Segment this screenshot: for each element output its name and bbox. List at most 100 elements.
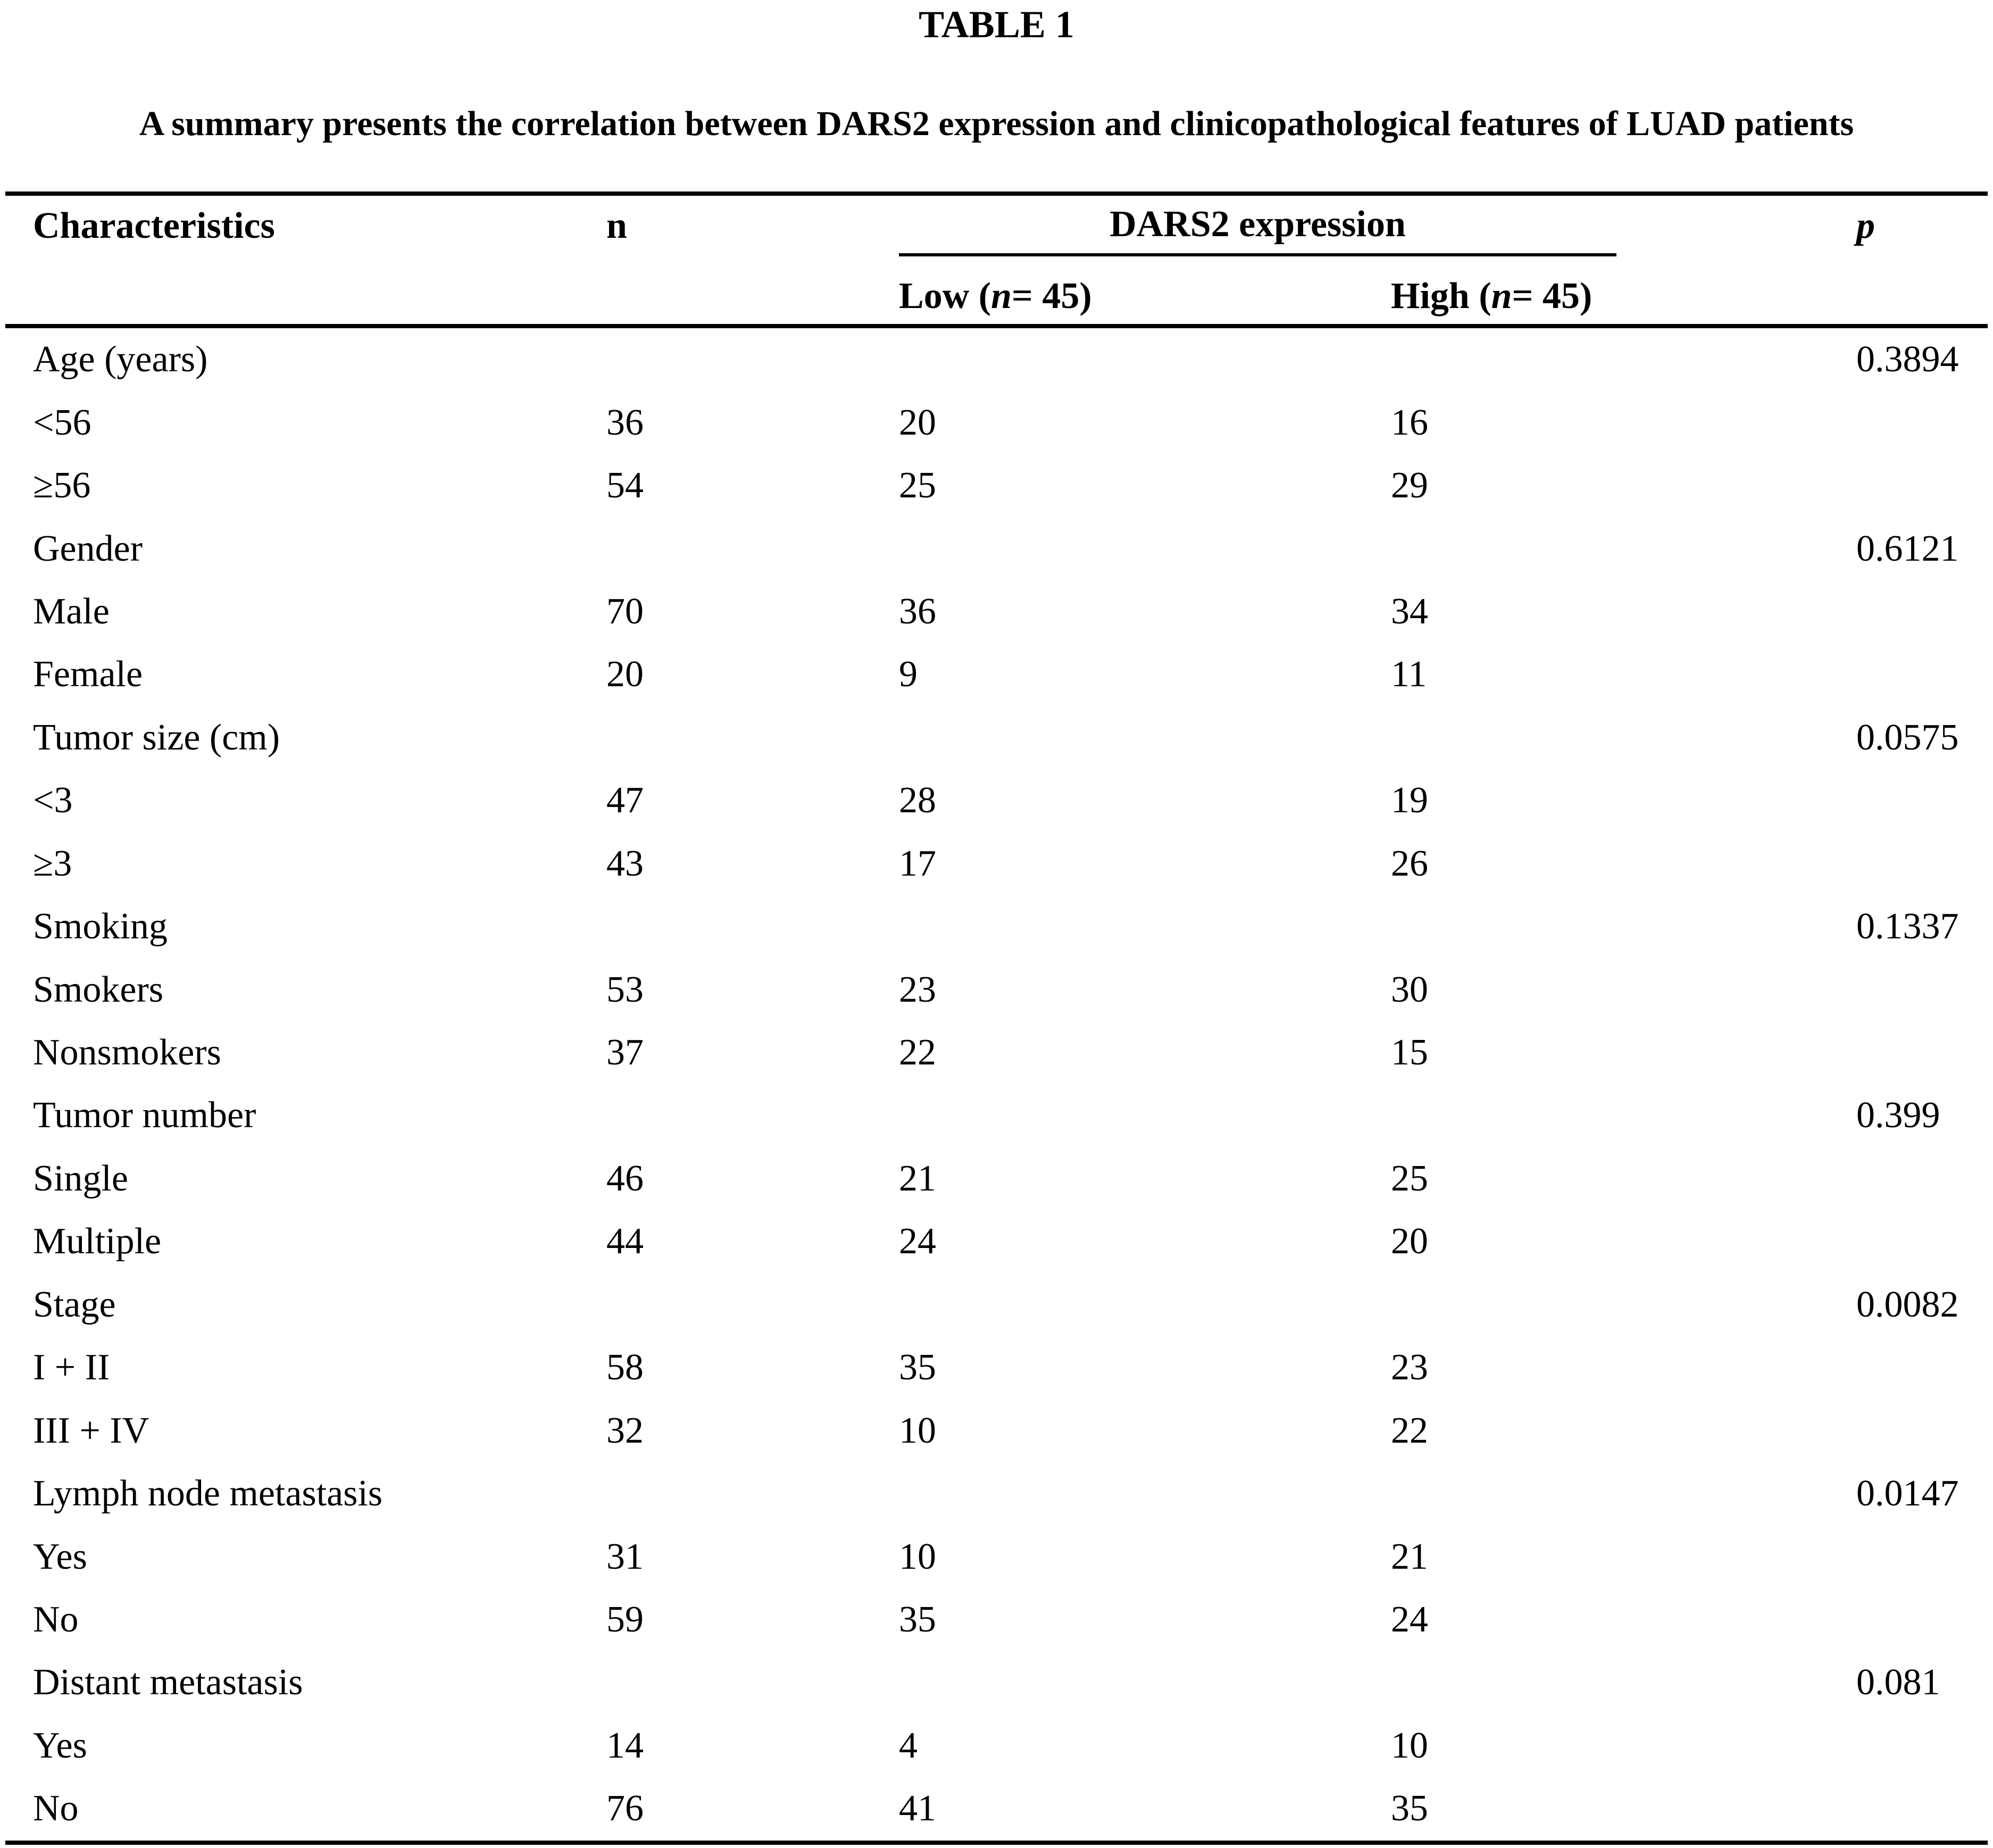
header-dars2-group: DARS2 expression — [899, 196, 1856, 256]
cell-n-total: 44 — [606, 1221, 644, 1262]
table-row: Smoking 0.1337 — [5, 895, 1988, 958]
cell-low-expression: 24 — [899, 1221, 936, 1262]
cell-n-total: 37 — [606, 1032, 644, 1073]
header-high-suffix: = 45) — [1512, 275, 1592, 317]
row-label: No — [33, 1788, 79, 1829]
cell-p-value: 0.6121 — [1856, 528, 1959, 569]
cell-high-expression: 19 — [1391, 780, 1428, 821]
table-row: Age (years) 0.3894 — [5, 328, 1988, 391]
table-row: ≥56 54 25 29 — [5, 454, 1988, 517]
row-label: Multiple — [33, 1221, 162, 1262]
cell-n-total: 47 — [606, 780, 644, 821]
row-label: Smoking — [33, 906, 168, 947]
cell-low-expression: 10 — [899, 1410, 936, 1451]
cell-low-expression: 35 — [899, 1599, 936, 1640]
row-label: III + IV — [33, 1410, 149, 1451]
cell-low-expression — [899, 1462, 1391, 1525]
cell-p-value — [1856, 1399, 1988, 1462]
header-low-group: Low (n = 45) — [899, 256, 1391, 324]
row-label: Tumor number — [33, 1095, 256, 1136]
cell-low-expression: 25 — [899, 465, 936, 506]
cell-low-expression — [899, 895, 1391, 958]
row-label: Tumor size (cm) — [33, 717, 280, 758]
header-characteristics: Characteristics — [33, 205, 275, 246]
cell-p-value — [1856, 580, 1988, 643]
table-row: Male 70 36 34 — [5, 580, 1988, 643]
cell-n-total: 53 — [606, 969, 644, 1010]
cell-p-value — [1856, 958, 1988, 1021]
cell-low-expression — [899, 517, 1391, 580]
table-row: Distant metastasis 0.081 — [5, 1651, 1988, 1714]
cell-low-expression: 23 — [899, 969, 936, 1010]
cell-high-expression: 26 — [1391, 843, 1428, 884]
table-caption: A summary presents the correlation betwe… — [139, 104, 1854, 143]
cell-high-expression — [1391, 328, 1856, 391]
row-label: <3 — [33, 780, 73, 821]
row-label: Single — [33, 1158, 128, 1199]
cell-low-expression — [899, 328, 1391, 391]
cell-p-value — [1856, 769, 1988, 832]
cell-low-expression: 35 — [899, 1347, 936, 1388]
table-row: III + IV 32 10 22 — [5, 1399, 1988, 1462]
row-label: Gender — [33, 528, 143, 569]
cell-n-total — [606, 1462, 899, 1525]
cell-p-value — [1856, 391, 1988, 454]
header-low-prefix: Low ( — [899, 275, 991, 317]
row-label: Stage — [33, 1284, 116, 1325]
table-row: Nonsmokers 37 22 15 — [5, 1021, 1988, 1084]
table-row: I + II 58 35 23 — [5, 1336, 1988, 1399]
cell-p-value — [1856, 833, 1988, 895]
cell-p-value — [1856, 1525, 1988, 1588]
row-label: Distant metastasis — [33, 1662, 303, 1703]
table-body: Age (years) 0.3894 <56 36 20 16 ≥56 54 2… — [5, 328, 1988, 1841]
cell-n-total — [606, 1084, 899, 1147]
cell-high-expression — [1391, 1273, 1856, 1336]
cell-high-expression: 22 — [1391, 1410, 1428, 1451]
cell-n-total: 43 — [606, 843, 644, 884]
table-row: No 59 35 24 — [5, 1588, 1988, 1651]
table-row: Yes 31 10 21 — [5, 1525, 1988, 1588]
cell-p-value — [1856, 1021, 1988, 1084]
cell-p-value: 0.1337 — [1856, 906, 1959, 947]
header-high-group: High (n = 45) — [1391, 256, 1856, 324]
table-header-row-1: Characteristics n DARS2 expression p — [5, 196, 1988, 256]
cell-low-expression: 9 — [899, 654, 918, 695]
cell-n-total — [606, 328, 899, 391]
cell-p-value: 0.0082 — [1856, 1284, 1959, 1325]
cell-p-value — [1856, 1588, 1988, 1651]
table-row: <56 36 20 16 — [5, 391, 1988, 454]
cell-n-total: 32 — [606, 1410, 644, 1451]
cell-high-expression: 25 — [1391, 1158, 1428, 1199]
table-header-row-2: Low (n = 45) High (n = 45) — [5, 256, 1988, 328]
header-spacer-p — [1856, 256, 1988, 324]
row-label: Lymph node metastasis — [33, 1473, 383, 1514]
cell-high-expression — [1391, 895, 1856, 958]
header-p-value: p — [1856, 205, 1875, 246]
header-high-n-symbol: n — [1491, 275, 1512, 317]
table-row: Tumor number 0.399 — [5, 1084, 1988, 1147]
cell-high-expression: 16 — [1391, 402, 1428, 443]
cell-low-expression: 36 — [899, 590, 936, 632]
cell-n-total: 20 — [606, 654, 644, 695]
table-row: Gender 0.6121 — [5, 517, 1988, 580]
cell-high-expression: 21 — [1391, 1536, 1428, 1577]
cell-p-value — [1856, 1714, 1988, 1777]
cell-n-total: 31 — [606, 1536, 644, 1577]
cell-low-expression: 28 — [899, 780, 936, 821]
cell-n-total — [606, 517, 899, 580]
cell-low-expression: 41 — [899, 1788, 936, 1829]
cell-p-value — [1856, 1777, 1988, 1840]
cell-high-expression: 20 — [1391, 1221, 1428, 1262]
cell-high-expression — [1391, 1651, 1856, 1714]
cell-p-value: 0.3894 — [1856, 339, 1959, 380]
row-label: Smokers — [33, 969, 163, 1010]
row-label: Female — [33, 654, 143, 695]
header-dars2-expression: DARS2 expression — [899, 196, 1616, 256]
table-row: Smokers 53 23 30 — [5, 958, 1988, 1021]
cell-high-expression: 30 — [1391, 969, 1428, 1010]
cell-high-expression — [1391, 517, 1856, 580]
cell-low-expression — [899, 706, 1391, 769]
cell-high-expression: 34 — [1391, 590, 1428, 632]
table-row: Yes 14 4 10 — [5, 1714, 1988, 1777]
table-row: ≥3 43 17 26 — [5, 833, 1988, 895]
